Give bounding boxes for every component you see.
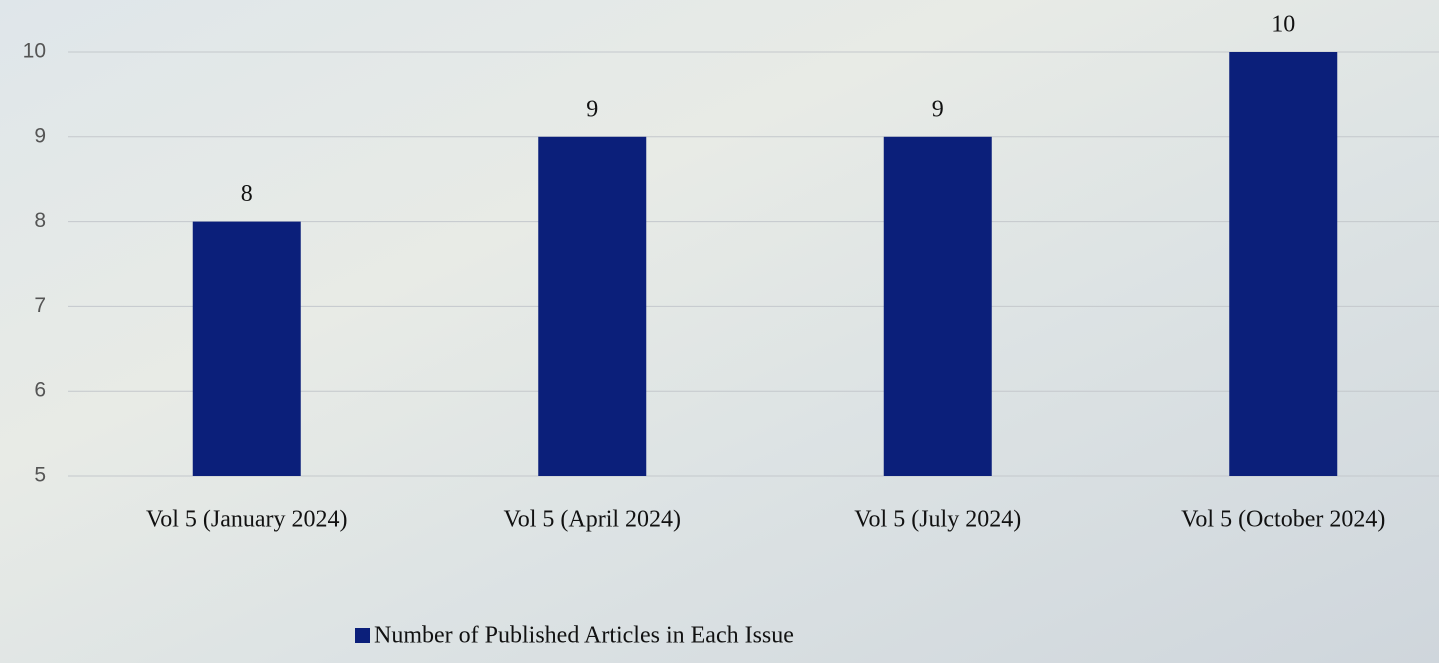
x-tick-label: Vol 5 (October 2024) [1181, 507, 1385, 533]
legend-swatch [355, 628, 370, 643]
y-tick-label: 10 [23, 40, 46, 63]
y-tick-label: 9 [34, 124, 46, 147]
bar [883, 136, 992, 477]
data-label: 10 [1271, 12, 1295, 38]
x-tick-label: Vol 5 (April 2024) [503, 507, 681, 533]
x-tick-label: Vol 5 (January 2024) [146, 507, 348, 533]
y-tick-label: 8 [34, 209, 46, 232]
legend-label: Number of Published Articles in Each Iss… [374, 623, 794, 649]
y-tick-label: 6 [34, 379, 46, 402]
y-tick-label: 5 [34, 464, 46, 487]
bar [192, 221, 301, 476]
data-label: 9 [932, 96, 944, 122]
data-label: 8 [241, 181, 253, 207]
y-tick-label: 7 [34, 294, 46, 317]
bar [1229, 52, 1338, 476]
bar [538, 136, 647, 477]
data-label: 9 [586, 96, 598, 122]
x-tick-label: Vol 5 (July 2024) [854, 507, 1021, 533]
